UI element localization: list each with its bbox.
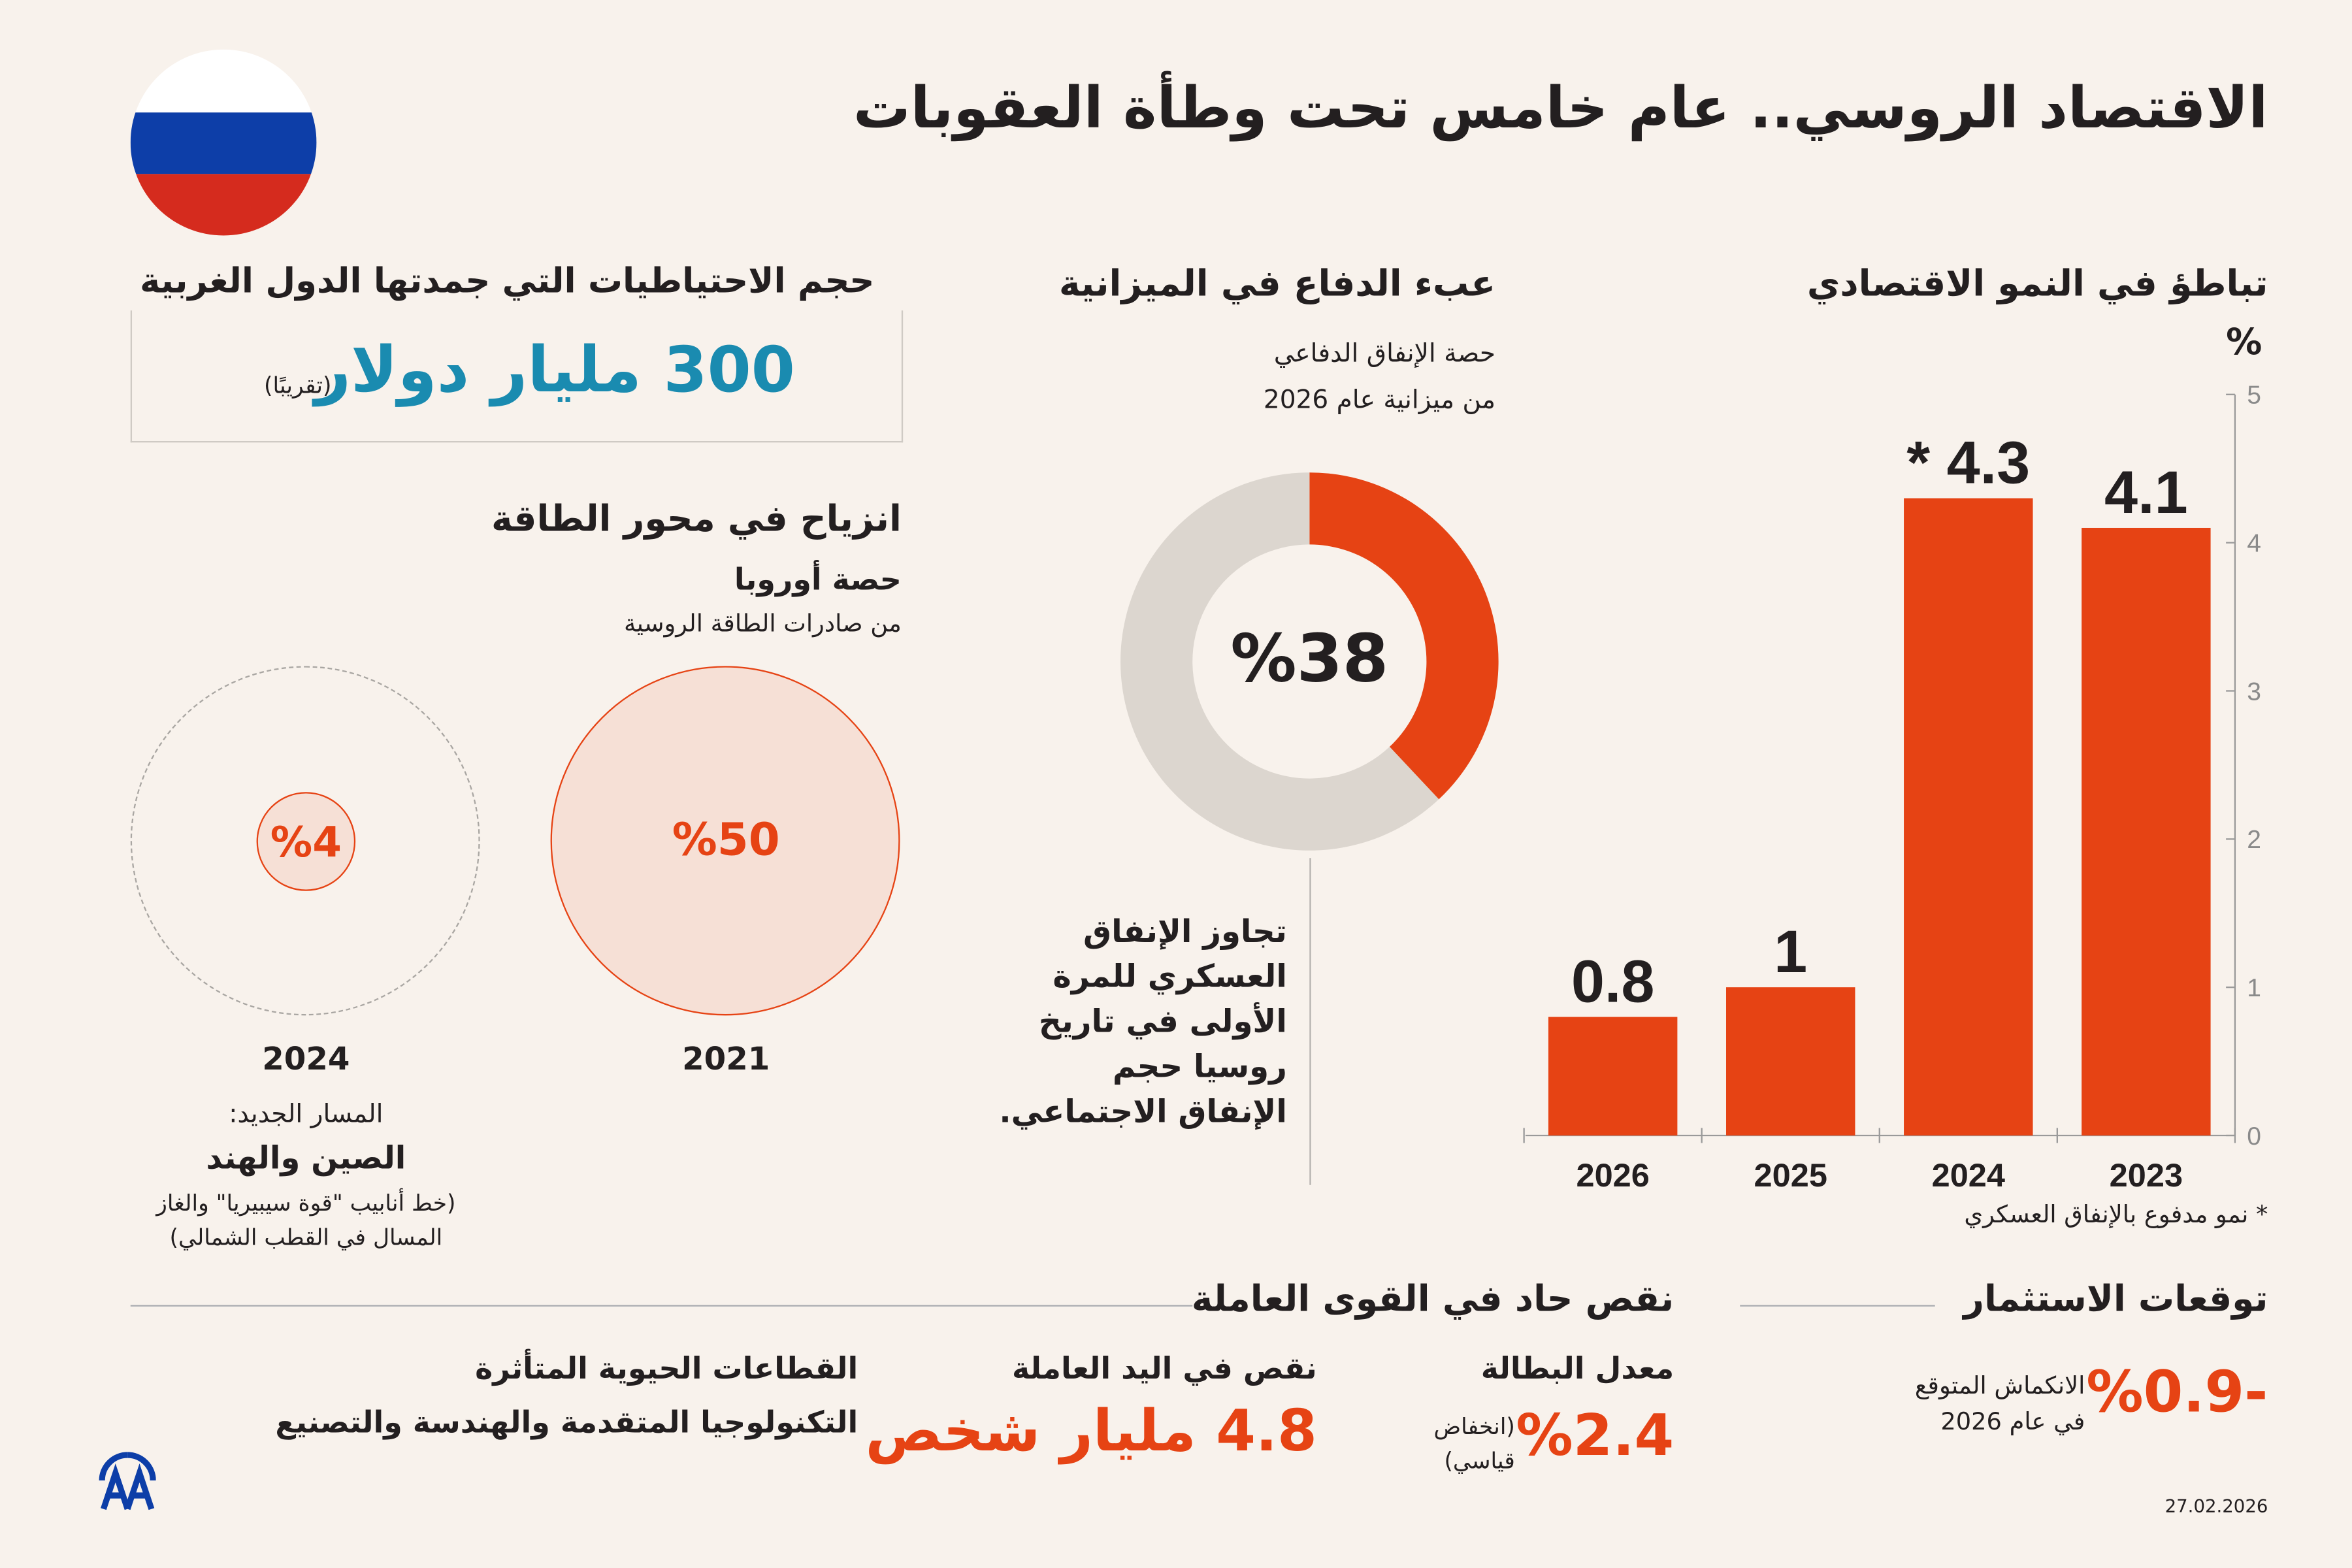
divider bbox=[1309, 858, 1311, 1185]
route-note-1: (خط أنابيب "قوة سيبيريا" والغاز bbox=[156, 1189, 456, 1217]
donut-slice bbox=[1309, 472, 1499, 800]
y-tick-label: 0 bbox=[2247, 1122, 2261, 1151]
unemployment-label: معدل البطالة bbox=[1480, 1350, 1674, 1386]
divider bbox=[1740, 1305, 1935, 1307]
x-tick-label: 2026 bbox=[1576, 1156, 1649, 1194]
reserves-approx: (تقريبًا) bbox=[264, 372, 332, 399]
russia-flag-icon bbox=[130, 49, 317, 236]
share-2021-circle bbox=[550, 666, 900, 1016]
defense-sub1: حصة الإنفاق الدفاعي bbox=[1273, 338, 1496, 369]
page-title: الاقتصاد الروسي.. عام خامس تحت وطأة العق… bbox=[853, 74, 2268, 141]
shortage-value: 4.8 مليار شخص bbox=[865, 1397, 1317, 1464]
note-line: الإنفاق الاجتماعي. bbox=[999, 1093, 1287, 1130]
bar-2023 bbox=[2082, 527, 2211, 1135]
route-note-2: المسال في القطب الشمالي) bbox=[169, 1224, 443, 1251]
shortage-label: نقص في اليد العاملة bbox=[1011, 1350, 1317, 1386]
y-tick-label: 1 bbox=[2247, 974, 2261, 1002]
bar-2025 bbox=[1726, 987, 1855, 1135]
y-tick-label: 4 bbox=[2247, 529, 2261, 557]
y-tick-label: 3 bbox=[2247, 678, 2261, 706]
growth-unit: % bbox=[2226, 321, 2262, 363]
x-tick-label: 2025 bbox=[1754, 1156, 1827, 1194]
bar-value-label: * 4.3 bbox=[1906, 430, 2030, 497]
investment-label-1: الانكماش المتوقع bbox=[1914, 1371, 2085, 1400]
share-2024-outline bbox=[130, 666, 480, 1016]
defense-note: تجاوز الإنفاق العسكري للمرة الأولى في تا… bbox=[999, 909, 1287, 1134]
bar-2024 bbox=[1904, 498, 2033, 1135]
energy-heading: انزياح في محور الطاقة bbox=[491, 498, 902, 540]
note-line: تجاوز الإنفاق bbox=[1083, 913, 1287, 950]
unemployment-note-2: قياسي) bbox=[1444, 1447, 1515, 1475]
reserves-value: 300 مليار دولار bbox=[314, 333, 795, 407]
year-2021: 2021 bbox=[682, 1041, 770, 1077]
growth-heading: تباطؤ في النمو الاقتصادي bbox=[1806, 262, 2268, 305]
bar-value-label: 0.8 bbox=[1571, 949, 1655, 1015]
year-2024: 2024 bbox=[262, 1041, 350, 1077]
growth-bar-chart: 0 1 2 3 4 5 4.1 2023 * 4.3 2024 1 2025 0.8 2026 bbox=[1523, 382, 2261, 1194]
sectors-label: القطاعات الحيوية المتأثرة bbox=[475, 1350, 858, 1386]
defense-sub2: من ميزانية عام 2026 bbox=[1263, 385, 1496, 416]
labor-heading: نقص حاد في القوى العاملة bbox=[1191, 1278, 1674, 1320]
bar-value-label: 1 bbox=[1774, 919, 1807, 985]
aa-logo-icon bbox=[99, 1452, 156, 1511]
note-line: الأولى في تاريخ bbox=[1038, 1003, 1287, 1040]
y-tick-label: 5 bbox=[2247, 382, 2261, 410]
reserves-heading: حجم الاحتياطيات التي جمدتها الدول الغربي… bbox=[139, 262, 875, 302]
bar-value-label: 4.1 bbox=[2104, 459, 2188, 526]
bar-2026 bbox=[1548, 1017, 1678, 1135]
reserves-box bbox=[130, 310, 904, 443]
energy-sub2: من صادرات الطاقة الروسية bbox=[623, 609, 902, 638]
defense-donut-chart bbox=[1120, 472, 1499, 851]
date: 27.02.2026 bbox=[2164, 1495, 2268, 1517]
route-label: المسار الجديد: bbox=[229, 1099, 384, 1130]
share-2021-value: %50 bbox=[672, 814, 780, 868]
divider bbox=[130, 1305, 1193, 1307]
x-tick-label: 2024 bbox=[1932, 1156, 2005, 1194]
unemployment-value: %2.4 bbox=[1516, 1402, 1674, 1469]
investment-label-2: في عام 2026 bbox=[1940, 1407, 2085, 1436]
growth-footnote: * نمو مدفوع بالإنفاق العسكري bbox=[1964, 1200, 2268, 1229]
sectors-value: التكنولوجيا المتقدمة والهندسة والتصنيع bbox=[275, 1403, 858, 1441]
share-2024-circle bbox=[256, 792, 356, 891]
donut-slice bbox=[1120, 472, 1439, 851]
x-tick-label: 2023 bbox=[2110, 1156, 2183, 1194]
investment-value: %0.9- bbox=[2086, 1359, 2268, 1426]
note-line: روسيا حجم bbox=[1112, 1048, 1287, 1085]
y-tick-label: 2 bbox=[2247, 826, 2261, 854]
donut-center-label: %38 bbox=[1230, 621, 1389, 698]
share-2024-value: %4 bbox=[270, 817, 342, 868]
route-value: الصين والهند bbox=[206, 1139, 406, 1176]
energy-sub1: حصة أوروبا bbox=[734, 561, 902, 597]
defense-heading: عبء الدفاع في الميزانية bbox=[1058, 262, 1496, 305]
investment-heading: توقعات الاستثمار bbox=[1963, 1278, 2268, 1320]
note-line: العسكري للمرة bbox=[1053, 958, 1287, 995]
unemployment-note-1: (انخفاض bbox=[1433, 1413, 1515, 1441]
